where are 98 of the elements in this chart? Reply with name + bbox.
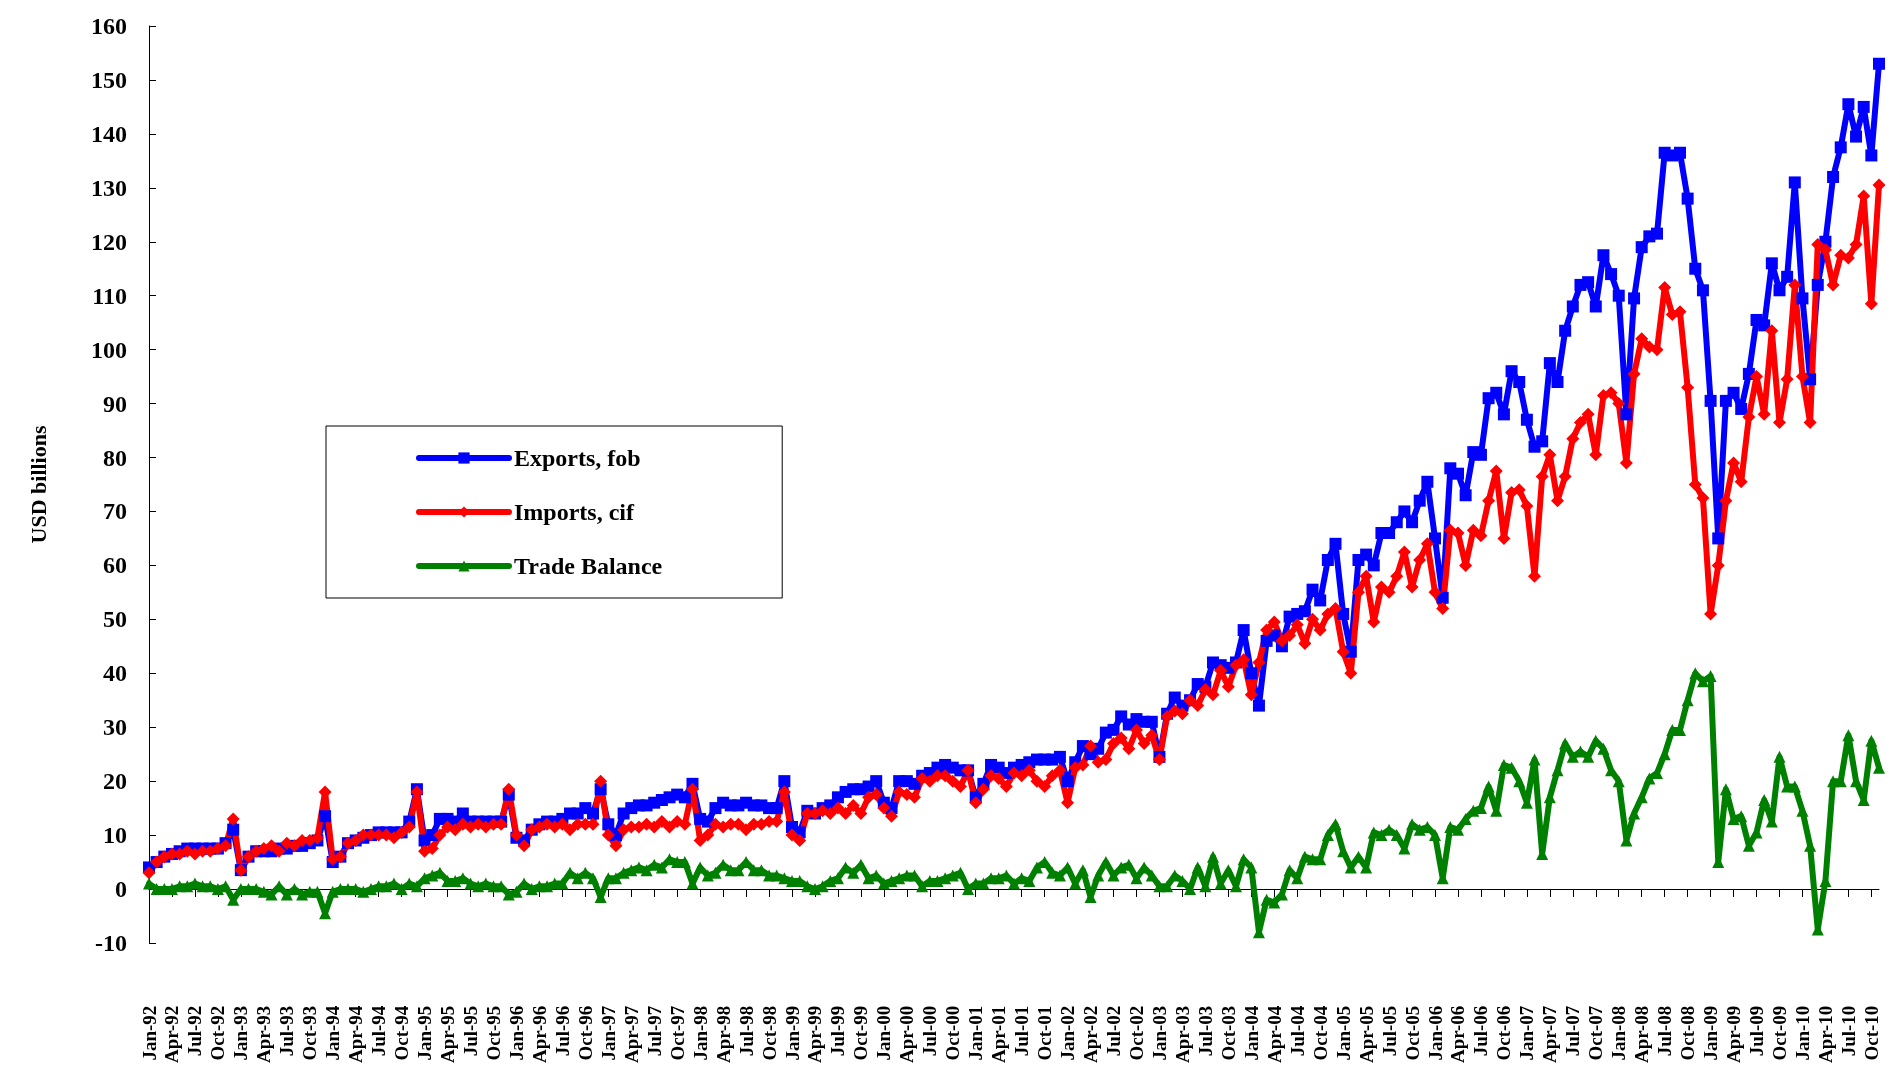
x-tick-label: Jul-07: [1562, 1005, 1584, 1057]
x-tick-label: Oct-04: [1309, 1005, 1331, 1061]
x-tick-label: Apr-96: [528, 1005, 550, 1063]
x-tick-label: Oct-96: [574, 1005, 596, 1061]
x-tick-label: Jul-98: [735, 1005, 757, 1057]
y-axis-title: USD billions: [25, 425, 51, 544]
legend-label: Imports, cif: [514, 499, 635, 525]
y-tick-label: 70: [103, 498, 127, 525]
x-tick-label: Apr-95: [437, 1005, 459, 1063]
x-tick-label: Jan-01: [965, 1005, 987, 1061]
x-tick-label: Jan-04: [1240, 1005, 1262, 1061]
x-tick-label: Oct-03: [1217, 1005, 1239, 1061]
x-tick-label: Apr-01: [988, 1005, 1010, 1063]
x-tick-label: Oct-05: [1401, 1005, 1423, 1061]
y-tick-label: 130: [91, 174, 127, 201]
x-tick-label: Jan-07: [1516, 1005, 1538, 1061]
x-tick-label: Oct-95: [482, 1005, 504, 1061]
x-tick-label: Apr-06: [1447, 1005, 1469, 1063]
x-tick-label: Oct-01: [1034, 1005, 1056, 1061]
y-tick-label: 100: [91, 336, 127, 363]
legend-label: Exports, fob: [514, 445, 641, 471]
y-tick-label: 80: [103, 444, 127, 471]
x-tick-label: Apr-98: [712, 1005, 734, 1063]
x-tick-label: Apr-97: [620, 1005, 642, 1063]
x-tick-label: Oct-06: [1493, 1005, 1515, 1061]
y-tick-label: 60: [103, 552, 127, 579]
x-tick-label: Jul-08: [1654, 1005, 1676, 1057]
x-tick-label: Jan-92: [138, 1005, 160, 1061]
x-tick-label: Apr-02: [1080, 1005, 1102, 1063]
x-tick-label: Jan-94: [322, 1005, 344, 1061]
x-tick-label: Apr-08: [1631, 1005, 1653, 1063]
x-tick-label: Apr-04: [1263, 1005, 1285, 1063]
x-tick-label: Oct-98: [758, 1005, 780, 1061]
x-tick-label: Oct-97: [666, 1005, 688, 1061]
x-tick-label: Jul-10: [1837, 1005, 1859, 1057]
x-tick-label: Oct-07: [1585, 1005, 1607, 1061]
x-tick-label: Apr-05: [1355, 1005, 1377, 1063]
x-tick-label: Jul-02: [1103, 1005, 1125, 1057]
x-tick-label: Jul-94: [368, 1005, 390, 1057]
y-tick-label: 110: [92, 282, 127, 309]
x-tick-label: Jul-03: [1194, 1005, 1216, 1057]
x-tick-label: Oct-99: [850, 1005, 872, 1061]
x-tick-label: Jan-93: [230, 1005, 252, 1061]
x-tick-label: Jan-10: [1791, 1005, 1813, 1061]
x-tick-label: Apr-00: [896, 1005, 918, 1063]
y-tick-label: 30: [103, 714, 127, 741]
x-tick-label: Jan-06: [1424, 1005, 1446, 1061]
x-tick-label: Jan-05: [1332, 1005, 1354, 1061]
x-tick-label: Oct-02: [1125, 1005, 1147, 1061]
x-tick-label: Jul-09: [1746, 1005, 1768, 1057]
x-tick-label: Oct-93: [299, 1005, 321, 1061]
y-tick-label: 20: [103, 768, 127, 795]
x-tick-label: Jan-09: [1700, 1005, 1722, 1061]
x-tick-label: Jan-95: [414, 1005, 436, 1061]
x-tick-label: Jan-02: [1057, 1005, 1079, 1061]
x-tick-label: Jan-00: [873, 1005, 895, 1061]
x-tick-label: Apr-94: [345, 1005, 367, 1063]
y-tick-label: 150: [91, 66, 127, 93]
x-tick-label: Apr-07: [1539, 1005, 1561, 1063]
x-tick-label: Jul-97: [643, 1005, 665, 1057]
x-tick-label: Jan-03: [1148, 1005, 1170, 1061]
x-tick-label: Jul-06: [1470, 1005, 1492, 1057]
x-tick-label: Jul-92: [184, 1005, 206, 1057]
x-tick-label: Oct-08: [1677, 1005, 1699, 1061]
x-tick-label: Apr-92: [161, 1005, 183, 1063]
x-tick-label: Apr-10: [1814, 1005, 1836, 1063]
x-tick-label: Jul-04: [1286, 1005, 1308, 1057]
x-tick-label: Jul-95: [460, 1005, 481, 1057]
y-tick-label: 90: [103, 390, 127, 417]
x-tick-label: Jan-96: [505, 1005, 527, 1061]
x-tick-label: Jan-97: [597, 1005, 619, 1061]
x-tick-label: Apr-03: [1171, 1005, 1193, 1063]
y-tick-label: 120: [91, 228, 127, 255]
x-tick-label: Jul-05: [1378, 1005, 1400, 1057]
y-tick-label: 140: [91, 120, 127, 147]
x-tick-label: Oct-10: [1860, 1005, 1882, 1061]
legend-label: Trade Balance: [514, 553, 663, 579]
x-tick-label: Oct-92: [207, 1005, 229, 1061]
y-tick-label: 40: [103, 660, 127, 687]
x-tick-label: Oct-94: [391, 1005, 413, 1061]
x-tick-label: Oct-00: [942, 1005, 964, 1061]
x-tick-label: Jan-08: [1608, 1005, 1630, 1061]
x-tick-label: Oct-09: [1768, 1005, 1790, 1061]
x-tick-label: Jul-99: [827, 1005, 849, 1057]
y-tick-label: 50: [103, 606, 127, 633]
x-tick-label: Apr-09: [1723, 1005, 1745, 1063]
x-tick-label: Jul-93: [276, 1005, 298, 1057]
y-tick-label: 0: [115, 876, 127, 903]
x-tick-label: Jul-96: [551, 1005, 573, 1057]
y-tick-label: -10: [95, 929, 127, 956]
y-tick-label: 10: [103, 822, 127, 849]
y-tick-label: 160: [91, 13, 127, 39]
x-tick-label: Apr-93: [253, 1005, 275, 1063]
x-tick-label: Jul-01: [1011, 1005, 1033, 1057]
x-tick-label: Jan-98: [689, 1005, 711, 1061]
x-tick-label: Jan-99: [781, 1005, 803, 1061]
x-tick-label: Jul-00: [919, 1005, 941, 1057]
x-tick-label: Apr-99: [804, 1005, 826, 1063]
